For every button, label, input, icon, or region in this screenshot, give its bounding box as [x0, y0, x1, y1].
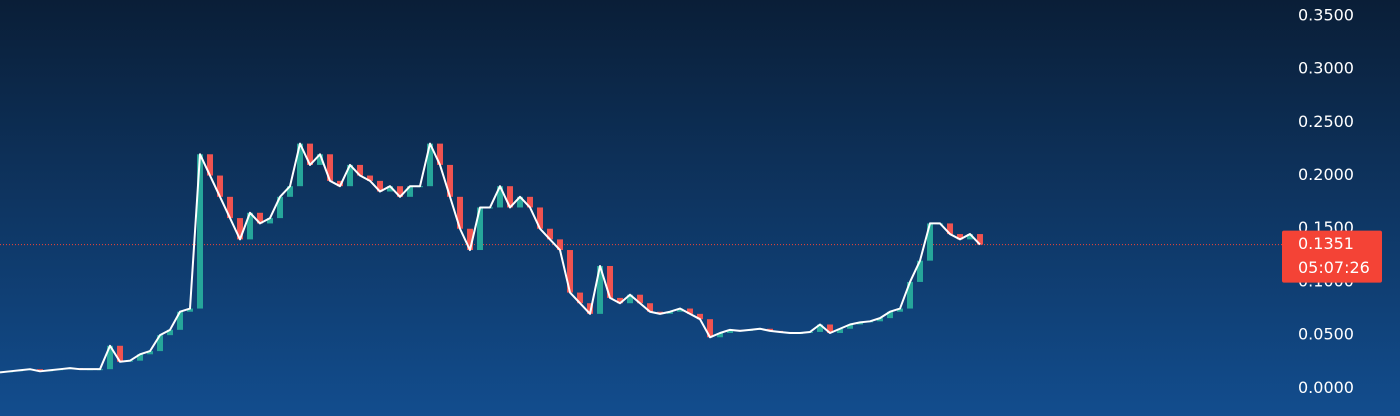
candle-body	[507, 186, 513, 208]
candle-body	[147, 351, 153, 355]
candle-body	[257, 212, 263, 224]
candle-body	[947, 223, 953, 235]
candle-body	[617, 297, 623, 304]
candle-body	[167, 329, 173, 336]
candle-body	[237, 218, 243, 240]
y-tick-label: 0.3000	[1298, 59, 1354, 78]
candle-body	[597, 265, 603, 314]
candle-body	[857, 322, 863, 325]
candle-body	[407, 186, 413, 197]
candle-body	[377, 180, 383, 192]
candle-body	[847, 324, 853, 329]
candle-body	[197, 154, 203, 309]
candle-body	[117, 345, 123, 362]
y-tick-label: 0.0500	[1298, 325, 1354, 344]
candle-body	[157, 335, 163, 352]
candle-body	[107, 345, 113, 370]
candle-body	[437, 143, 443, 165]
candle-body	[717, 333, 723, 338]
candle-body	[547, 228, 553, 240]
candle-body	[917, 260, 923, 282]
candle-body	[587, 303, 593, 314]
candle-body	[927, 223, 933, 261]
candle-body	[327, 154, 333, 181]
candle-body	[207, 154, 213, 176]
candle-body	[657, 311, 663, 314]
candle-body	[337, 180, 343, 187]
y-tick-label: 0.0000	[1298, 378, 1354, 397]
candle-body	[827, 324, 833, 334]
price-badge	[1282, 230, 1382, 283]
candle-body	[317, 154, 323, 165]
candle-body	[707, 319, 713, 338]
candle-body	[347, 164, 353, 187]
candle-body	[907, 281, 913, 309]
candle-body	[677, 308, 683, 312]
candle-body	[527, 196, 533, 208]
price-label: 0.1351	[1298, 234, 1354, 253]
candle-body	[837, 328, 843, 334]
candle-body	[247, 212, 253, 240]
candle-body	[297, 143, 303, 187]
candle-body	[667, 311, 673, 314]
price-line-series	[0, 142, 981, 374]
candle-body	[817, 324, 823, 332]
candle-body	[477, 207, 483, 251]
candle-body	[467, 228, 473, 251]
candle-body	[887, 311, 893, 319]
candle-body	[697, 313, 703, 320]
candle-body	[607, 265, 613, 298]
candle-body	[307, 143, 313, 165]
candle-body	[727, 329, 733, 334]
candle-body	[287, 186, 293, 197]
candle-body	[647, 303, 653, 312]
candle-body	[497, 186, 503, 208]
candle-body	[567, 250, 573, 293]
y-tick-label: 0.3500	[1298, 5, 1354, 24]
candle-body	[387, 186, 393, 192]
candle-body	[767, 328, 773, 331]
candle-body	[177, 311, 183, 330]
candle-body	[517, 196, 523, 208]
candle-body	[977, 234, 983, 245]
candle-body	[137, 354, 143, 361]
candle-body	[37, 369, 43, 372]
candle-body	[897, 308, 903, 312]
y-tick-label: 0.2500	[1298, 112, 1354, 131]
candle-body	[687, 308, 693, 314]
candle-body	[187, 308, 193, 312]
candle-body	[397, 186, 403, 197]
candle-body	[877, 318, 883, 322]
candle-body	[967, 234, 973, 240]
candle-body	[557, 239, 563, 251]
y-tick-label: 0.2000	[1298, 165, 1354, 184]
candle-body	[217, 175, 223, 197]
candle-body	[277, 196, 283, 219]
candle-body	[267, 218, 273, 224]
candle-body	[957, 234, 963, 240]
candle-body	[577, 292, 583, 304]
candle-body	[457, 196, 463, 229]
countdown-label: 05:07:26	[1298, 258, 1370, 277]
candle-body	[537, 207, 543, 229]
candle-body	[427, 143, 433, 187]
candle-body	[627, 294, 633, 304]
candle-body	[637, 294, 643, 304]
candle-body	[227, 196, 233, 219]
candle-body	[357, 164, 363, 176]
candle-body	[367, 175, 373, 181]
candle-body	[447, 164, 453, 197]
